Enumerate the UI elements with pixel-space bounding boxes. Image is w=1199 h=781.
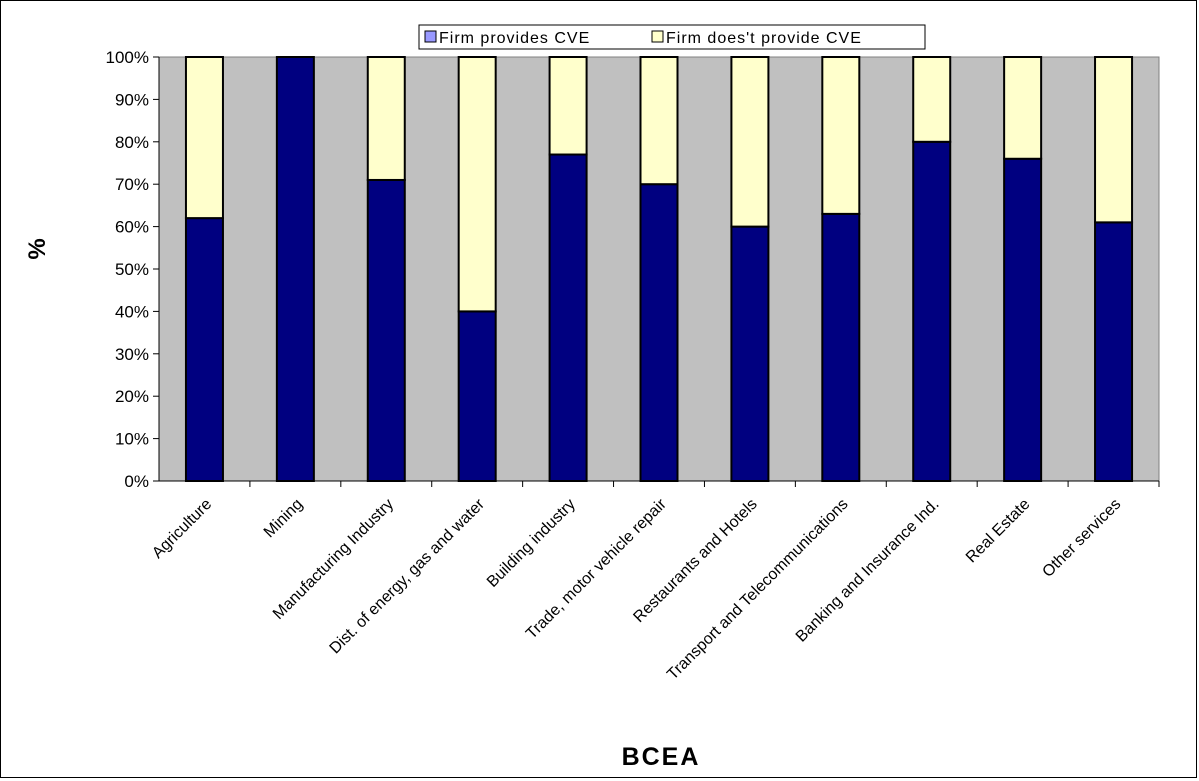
bar-provides-cve (457, 310, 497, 482)
bar-provides-cve (1003, 157, 1043, 482)
legend-swatch-not-provide (651, 30, 664, 43)
x-axis-ticks (249, 481, 1160, 487)
legend-label-not-provide: Firm does't provide CVE (666, 30, 862, 47)
bar-not-provide-cve (1094, 56, 1134, 224)
y-tick-label: 80% (115, 133, 149, 152)
bars (184, 56, 1134, 483)
y-tick-label: 10% (115, 430, 149, 449)
y-tick-label: 40% (115, 302, 149, 321)
x-axis-title: BCEA (622, 743, 701, 771)
y-axis-title: % (24, 238, 51, 259)
y-axis-ticks: 0% 10% 20% 30% 40% 50% 60% 70% 80% 90% 100% (106, 48, 159, 491)
x-category-label: Real Estate (963, 496, 1034, 567)
y-tick-label: 20% (115, 387, 149, 406)
legend: Firm provides CVE Firm does't provide CV… (418, 24, 926, 50)
bar-not-provide-cve (366, 56, 406, 181)
bar-provides-cve (184, 217, 224, 482)
bar-provides-cve (275, 56, 315, 482)
y-tick-label: 90% (115, 90, 149, 109)
x-category-label: Transport and Telecommunications (664, 496, 851, 683)
bar-not-provide-cve (1003, 56, 1043, 160)
bar-not-provide-cve (184, 56, 224, 220)
y-tick-label: 70% (115, 175, 149, 194)
bar-provides-cve (821, 212, 861, 482)
legend-box (418, 24, 926, 50)
x-category-label: Other services (1039, 496, 1124, 581)
y-tick-label: 30% (115, 345, 149, 364)
bar-not-provide-cve (457, 56, 497, 313)
bar-not-provide-cve (730, 56, 770, 228)
legend-label-provides: Firm provides CVE (439, 30, 590, 47)
bar-not-provide-cve (821, 56, 861, 215)
y-tick-label: 50% (115, 260, 149, 279)
y-tick-label: 0% (124, 472, 149, 491)
bar-provides-cve (730, 225, 770, 482)
bar-provides-cve (912, 140, 952, 483)
legend-swatch-provides (424, 30, 437, 43)
x-category-label: Building industry (484, 496, 579, 591)
x-category-label: Agriculture (149, 496, 215, 562)
bar-not-provide-cve (912, 56, 952, 143)
bar-provides-cve (639, 183, 679, 482)
bar-provides-cve (548, 153, 588, 483)
y-tick-label: 100% (106, 48, 149, 67)
bar-not-provide-cve (639, 56, 679, 186)
x-category-label: Banking and Insurance Ind. (793, 496, 943, 646)
bar-provides-cve (366, 178, 406, 483)
x-category-label: Dist. of energy, gas and water (327, 495, 489, 657)
bar-not-provide-cve (548, 56, 588, 156)
y-tick-label: 60% (115, 218, 149, 237)
x-category-label: Mining (261, 496, 306, 541)
bar-provides-cve (1094, 221, 1134, 483)
